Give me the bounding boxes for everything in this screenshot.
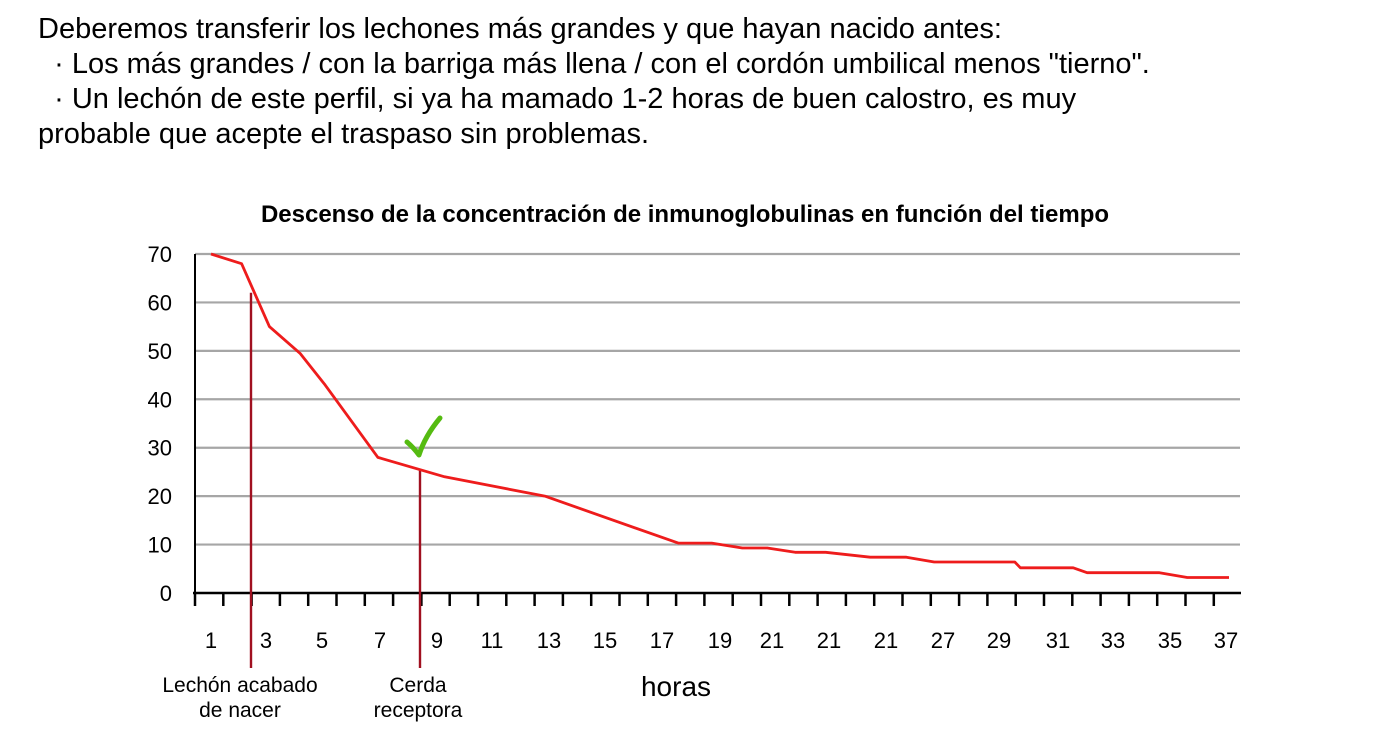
intro-line-4: probable que acepte el traspaso sin prob…: [38, 118, 649, 150]
x-tick-label: 3: [260, 628, 272, 653]
intro-line-2: · Los más grandes / con la barriga más l…: [38, 48, 1150, 80]
x-tick-label: 29: [987, 628, 1011, 653]
grid-lines: [195, 252, 1240, 546]
y-tick-label: 0: [160, 581, 172, 606]
series-layer: [210, 252, 1229, 579]
x-tick-label: 31: [1046, 628, 1070, 653]
annotation-label-lechon-2: de nacer: [199, 699, 281, 722]
x-tick-label: 37: [1214, 628, 1238, 653]
intro-line-3: · Un lechón de este perfil, si ya ha mam…: [38, 83, 1077, 115]
chart-title: Descenso de la concentración de inmunogl…: [261, 201, 1109, 228]
annotation-label-cerda-2: receptora: [374, 699, 463, 722]
y-axis-ticks: 0 10 20 30 40 50 60 70: [148, 242, 172, 606]
x-tick-label: 19: [708, 628, 732, 653]
x-tick-label: 27: [931, 628, 955, 653]
annotation-label-cerda-1: Cerda: [389, 674, 447, 697]
y-tick-label: 20: [148, 484, 172, 509]
x-axis-label: horas: [641, 671, 711, 702]
y-tick-label: 10: [148, 533, 172, 558]
intro-line-1: Deberemos transferir los lechones más gr…: [38, 13, 1002, 45]
x-tick-label: 21: [874, 628, 898, 653]
x-tick-label: 33: [1101, 628, 1125, 653]
x-tick-label: 11: [481, 628, 504, 653]
checkmark-layer: [404, 415, 443, 458]
y-tick-label: 70: [148, 242, 172, 267]
x-tick-label: 15: [593, 628, 617, 653]
x-axis-tick-labels: 1 3 5 7 9 11 13 15 17 19 21 21 21 27 29 31 33 35 37: [205, 628, 1238, 653]
x-tick-label: 13: [537, 628, 561, 653]
x-tick-label: 35: [1158, 628, 1182, 653]
intro-text: Deberemos transferir los lechones más gr…: [38, 12, 1358, 152]
x-tick-label: 9: [431, 628, 443, 653]
annotation-label-lechon-1: Lechón acabado: [162, 674, 317, 697]
y-tick-label: 40: [148, 387, 172, 412]
x-tick-label: 21: [817, 628, 841, 653]
y-tick-label: 50: [148, 339, 172, 364]
checkmark-icon: [404, 415, 443, 458]
x-tick-label: 17: [650, 628, 674, 653]
x-tick-label: 21: [760, 628, 784, 653]
series-line: [210, 252, 1229, 579]
y-tick-label: 30: [148, 436, 172, 461]
x-tick-label: 5: [316, 628, 328, 653]
x-tick-label: 1: [205, 628, 217, 653]
y-tick-label: 60: [148, 290, 172, 315]
x-tick-label: 7: [374, 628, 386, 653]
x-axis: [193, 254, 1241, 606]
